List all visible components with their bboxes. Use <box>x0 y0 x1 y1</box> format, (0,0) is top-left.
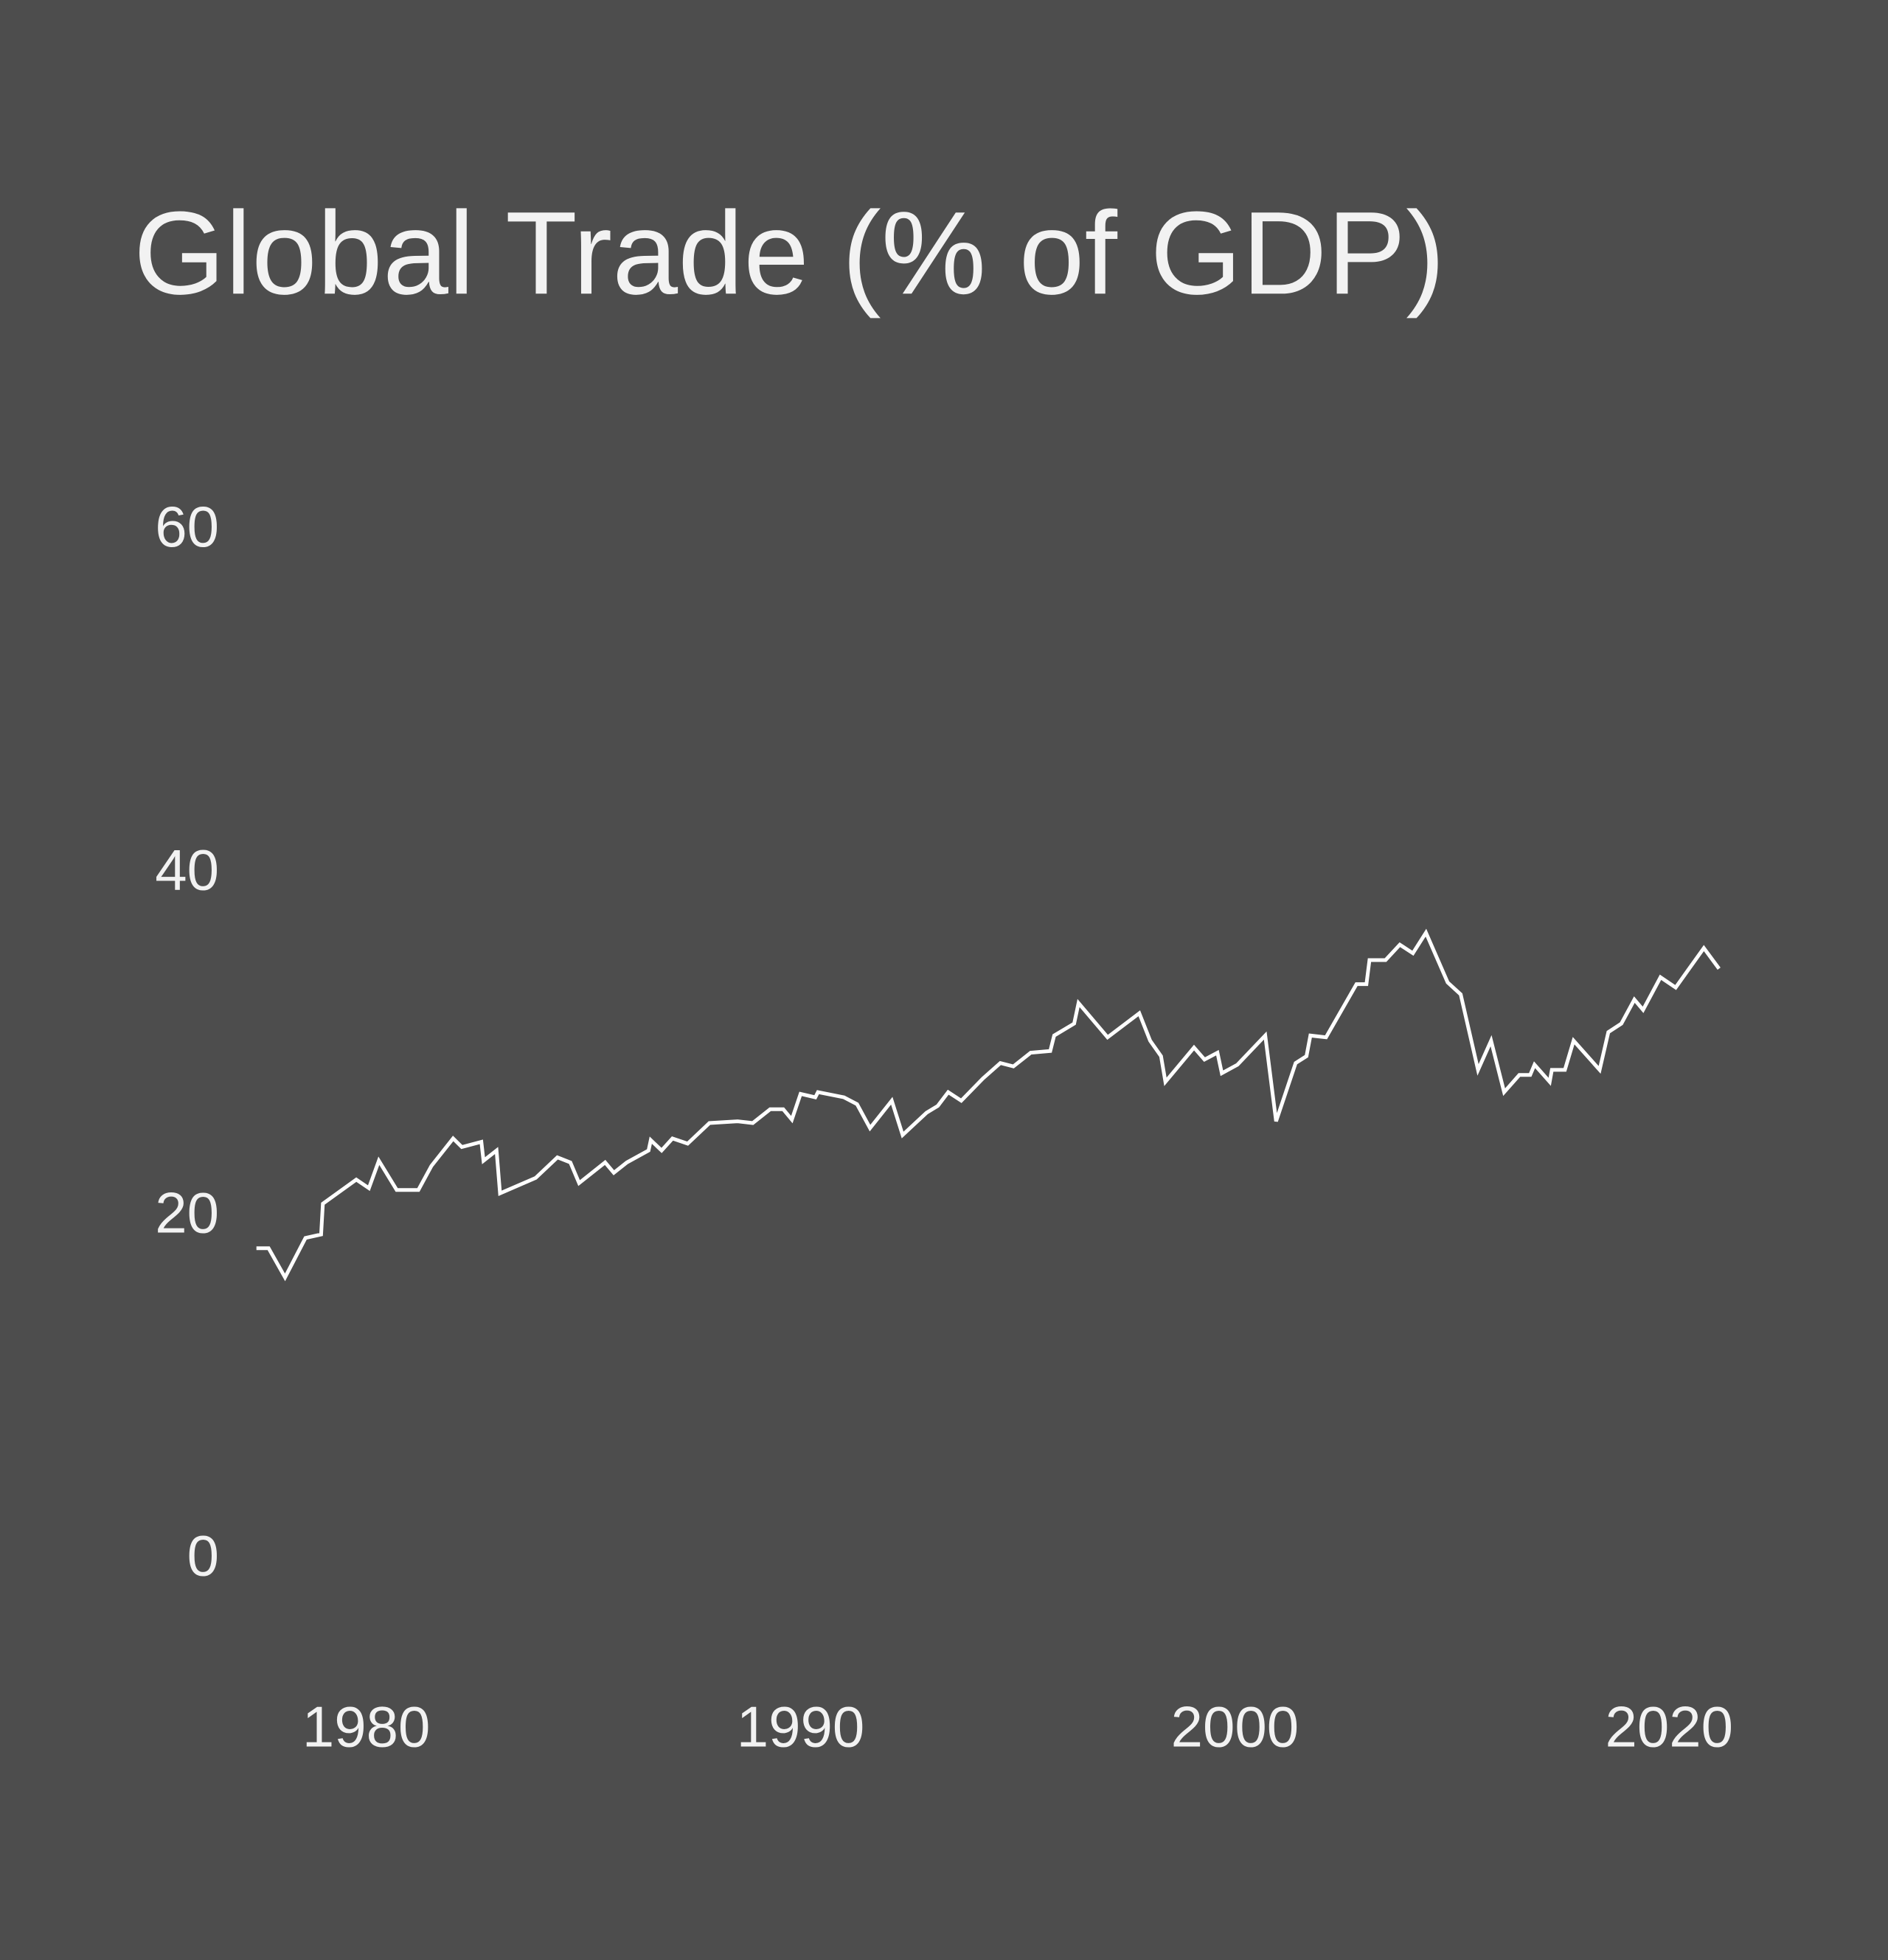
x-tick-label: 1990 <box>737 1695 865 1759</box>
x-tick-label: 1980 <box>302 1695 431 1759</box>
y-tick-label: 0 <box>187 1523 219 1588</box>
y-tick-label: 20 <box>155 1180 219 1245</box>
x-tick-label: 2000 <box>1171 1695 1299 1759</box>
chart-title: Global Trade (% of GDP) <box>133 187 1445 319</box>
y-tick-label: 40 <box>155 837 219 902</box>
y-tick-label: 60 <box>155 494 219 559</box>
data-line <box>256 928 1721 1282</box>
x-tick-label: 2020 <box>1605 1695 1733 1759</box>
